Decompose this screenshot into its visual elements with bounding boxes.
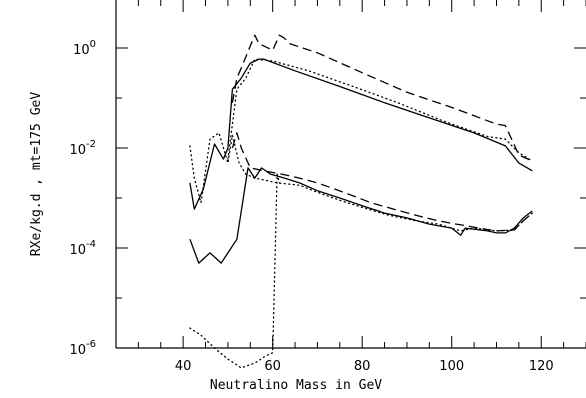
- y-tick-labels: 100 10-2 10-4 10-6: [69, 39, 96, 358]
- x-tick-labels: 40 60 80 100 120: [175, 359, 554, 374]
- series-dotted-3: [227, 58, 533, 162]
- y-tick-label: 10-4: [69, 239, 96, 258]
- axes: [115, 0, 586, 349]
- series-layer: [189, 34, 533, 369]
- series-dashed-2: [231, 34, 533, 162]
- y-axis-title: RXe/kg.d , mt=175 GeV: [29, 92, 44, 257]
- x-tick-label: 60: [264, 359, 281, 374]
- x-tick-label: 80: [354, 359, 371, 374]
- series-solid-1: [189, 58, 533, 210]
- x-tick-label: 40: [175, 359, 192, 374]
- series-solid-4: [189, 167, 533, 264]
- y-tick-label: 10-2: [69, 139, 96, 158]
- series-dashed-5: [231, 132, 533, 232]
- ticks: [116, 0, 586, 349]
- x-axis-title: Neutralino Mass in GeV: [210, 378, 382, 393]
- y-tick-label: 100: [73, 39, 96, 58]
- x-tick-label: 120: [529, 359, 554, 374]
- series-dotted-7: [189, 173, 281, 369]
- y-tick-label: 10-6: [69, 339, 96, 358]
- x-tick-label: 100: [439, 359, 464, 374]
